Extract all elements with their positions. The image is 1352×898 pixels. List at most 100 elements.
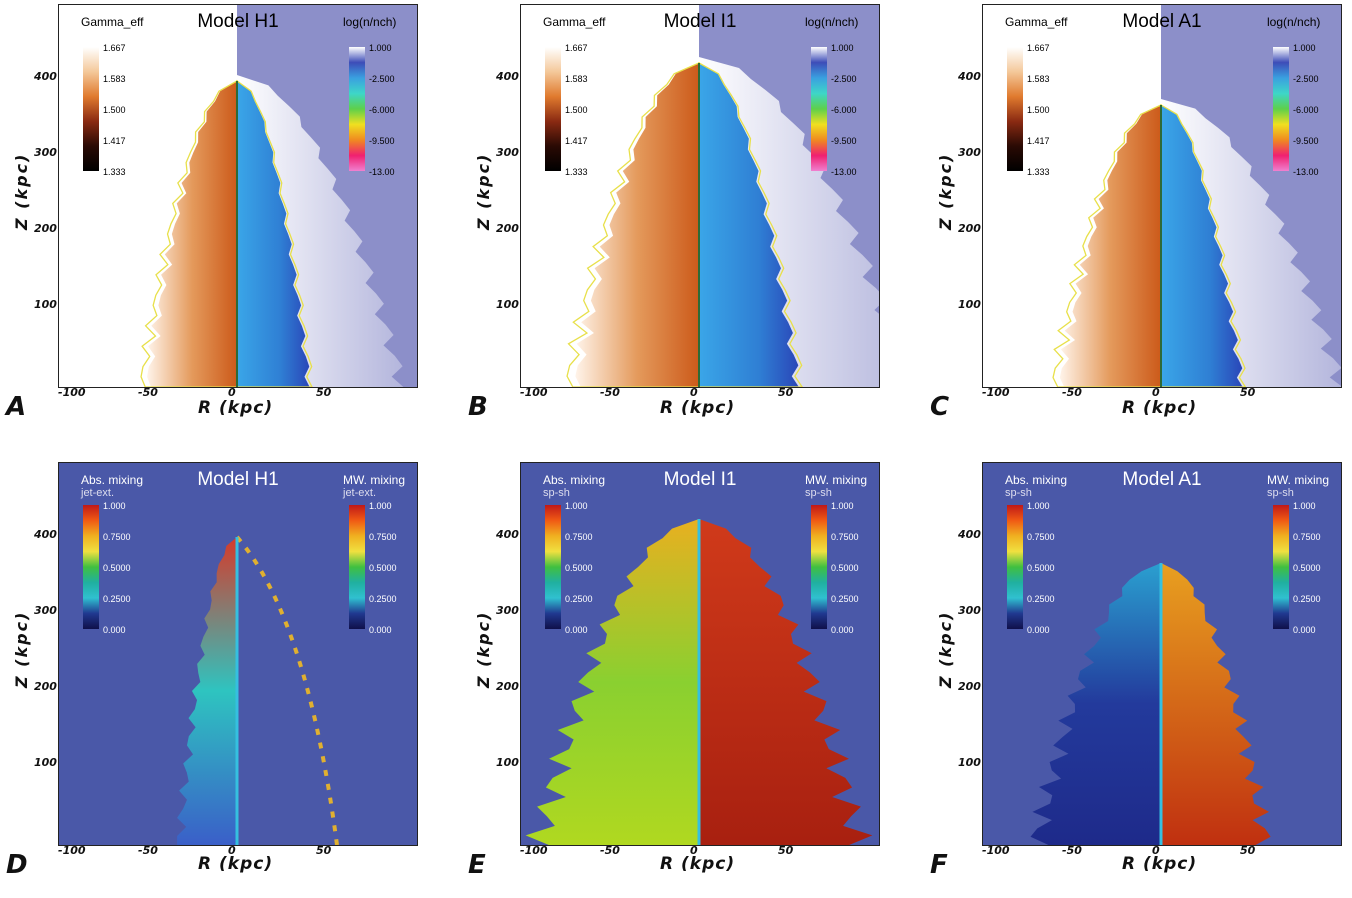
left-colorbar-sublabel: jet-ext. xyxy=(81,487,115,499)
panel-title: Model I1 xyxy=(663,11,737,32)
panel-d: Model H1 Abs. mixing jet-ext. MW. mixing jet… xyxy=(0,458,450,898)
x-tick: 50 xyxy=(778,386,794,399)
panel-a: Model H1 Gamma_eff log(n/nch) 1.667 1.583 1.5… xyxy=(0,0,450,440)
mixing-image xyxy=(1030,563,1271,845)
abs-mixing-colorbar xyxy=(1007,505,1023,629)
mw-mixing-tick: 0.000 xyxy=(1293,625,1316,635)
density-colorbar xyxy=(349,47,365,171)
y-tick: 100 xyxy=(496,298,519,311)
panel-f: Model A1 Abs. mixing sp-sh MW. mixing sp-sh 1… xyxy=(924,458,1352,898)
right-colorbar-sublabel: jet-ext. xyxy=(343,487,377,499)
panel-title: Model A1 xyxy=(1122,11,1202,32)
panel-b: Model I1 Gamma_eff log(n/nch) 1.667 1.583 1.5… xyxy=(462,0,912,440)
x-axis-label: R (kpc) xyxy=(1122,398,1198,418)
mw-mixing-tick: 0.7500 xyxy=(369,532,397,542)
density-colorbar xyxy=(1273,47,1289,171)
left-colorbar-label: Abs. mixing xyxy=(1005,473,1068,487)
panel-letter: C xyxy=(930,392,950,422)
x-tick: 50 xyxy=(778,844,794,857)
x-tick: 0 xyxy=(228,386,236,399)
x-tick: -100 xyxy=(520,386,548,399)
abs-mixing-tick: 1.000 xyxy=(1027,501,1050,511)
abs-mixing-tick: 0.000 xyxy=(103,625,126,635)
y-axis-label: Z (kpc) xyxy=(474,152,493,230)
y-axis-label: Z (kpc) xyxy=(936,152,955,230)
x-tick: 50 xyxy=(1240,386,1256,399)
panel-letter: B xyxy=(468,392,488,422)
plot-area: Model I1 Gamma_eff log(n/nch) 1.667 1.583 1.5… xyxy=(520,4,880,388)
mw-mixing-tick: 1.000 xyxy=(831,501,854,511)
mw-mixing-tick: 0.5000 xyxy=(1293,563,1321,573)
abs-mixing-colorbar xyxy=(545,505,561,629)
plot-area: Model I1 Abs. mixing sp-sh MW. mixing sp-sh 1… xyxy=(520,462,880,846)
gamma-colorbar xyxy=(83,47,99,171)
plot-area: Model H1 Abs. mixing jet-ext. MW. mixing jet… xyxy=(58,462,418,846)
abs-mixing-tick: 0.2500 xyxy=(1027,594,1055,604)
gamma-tick: 1.583 xyxy=(1027,74,1050,84)
mw-mixing-tick: 1.000 xyxy=(1293,501,1316,511)
y-axis-label: Z (kpc) xyxy=(12,610,31,688)
y-tick: 100 xyxy=(34,756,57,769)
gamma-tick: 1.500 xyxy=(565,105,588,115)
x-axis-label: R (kpc) xyxy=(198,398,274,418)
gamma-tick: 1.667 xyxy=(103,43,126,53)
mw-mixing-tick: 0.5000 xyxy=(369,563,397,573)
x-tick: -100 xyxy=(982,844,1010,857)
panel-letter: F xyxy=(930,850,948,880)
y-axis-label: Z (kpc) xyxy=(936,610,955,688)
plot-area: Model A1 Abs. mixing sp-sh MW. mixing sp-sh 1… xyxy=(982,462,1342,846)
y-tick: 400 xyxy=(496,70,519,83)
x-tick: 0 xyxy=(228,844,236,857)
x-tick: -50 xyxy=(138,386,158,399)
y-tick: 400 xyxy=(496,528,519,541)
gamma-tick: 1.417 xyxy=(1027,136,1050,146)
x-tick: -100 xyxy=(520,844,548,857)
panel-letter: E xyxy=(468,850,486,880)
right-colorbar-sublabel: sp-sh xyxy=(805,487,832,499)
density-tick: -9.500 xyxy=(1293,136,1319,146)
y-axis-label: Z (kpc) xyxy=(12,152,31,230)
y-tick: 200 xyxy=(958,680,981,693)
x-tick: -100 xyxy=(58,844,86,857)
mw-mixing-colorbar xyxy=(811,505,827,629)
abs-mixing-tick: 0.5000 xyxy=(565,563,593,573)
mixing-image xyxy=(525,519,873,845)
left-colorbar-label: Abs. mixing xyxy=(81,473,144,487)
abs-mixing-tick: 0.5000 xyxy=(103,563,131,573)
density-tick: -6.000 xyxy=(1293,105,1319,115)
y-tick: 300 xyxy=(34,146,57,159)
panel-title: Model A1 xyxy=(1122,469,1202,490)
y-tick: 300 xyxy=(496,146,519,159)
y-tick: 400 xyxy=(34,528,57,541)
gamma-colorbar xyxy=(545,47,561,171)
density-tick: -9.500 xyxy=(831,136,857,146)
plot-area: Model H1 Gamma_eff log(n/nch) 1.667 1.583 1.5… xyxy=(58,4,418,388)
y-tick: 100 xyxy=(34,298,57,311)
x-tick: 50 xyxy=(1240,844,1256,857)
abs-mixing-tick: 0.2500 xyxy=(565,594,593,604)
y-tick: 200 xyxy=(958,222,981,235)
mixing-image xyxy=(177,535,339,845)
density-tick: 1.000 xyxy=(369,43,392,53)
simulation-image xyxy=(1052,5,1341,387)
mw-mixing-tick: 0.2500 xyxy=(1293,594,1321,604)
right-colorbar-label: log(n/nch) xyxy=(343,15,397,29)
density-tick: -2.500 xyxy=(1293,74,1319,84)
x-tick: -100 xyxy=(58,386,86,399)
y-tick: 300 xyxy=(496,604,519,617)
x-axis-label: R (kpc) xyxy=(1122,854,1198,874)
x-tick: -50 xyxy=(1062,386,1082,399)
x-tick: 0 xyxy=(690,844,698,857)
gamma-colorbar xyxy=(1007,47,1023,171)
y-tick: 400 xyxy=(34,70,57,83)
gamma-tick: 1.417 xyxy=(103,136,126,146)
panel-c: Model A1 Gamma_eff log(n/nch) 1.667 1.583 1.5… xyxy=(924,0,1352,440)
mw-mixing-colorbar xyxy=(349,505,365,629)
left-colorbar-label: Gamma_eff xyxy=(543,15,606,29)
abs-mixing-tick: 1.000 xyxy=(565,501,588,511)
x-axis-label: R (kpc) xyxy=(660,854,736,874)
y-tick: 200 xyxy=(34,680,57,693)
x-tick: -50 xyxy=(138,844,158,857)
x-tick: -100 xyxy=(982,386,1010,399)
gamma-tick: 1.333 xyxy=(1027,167,1050,177)
